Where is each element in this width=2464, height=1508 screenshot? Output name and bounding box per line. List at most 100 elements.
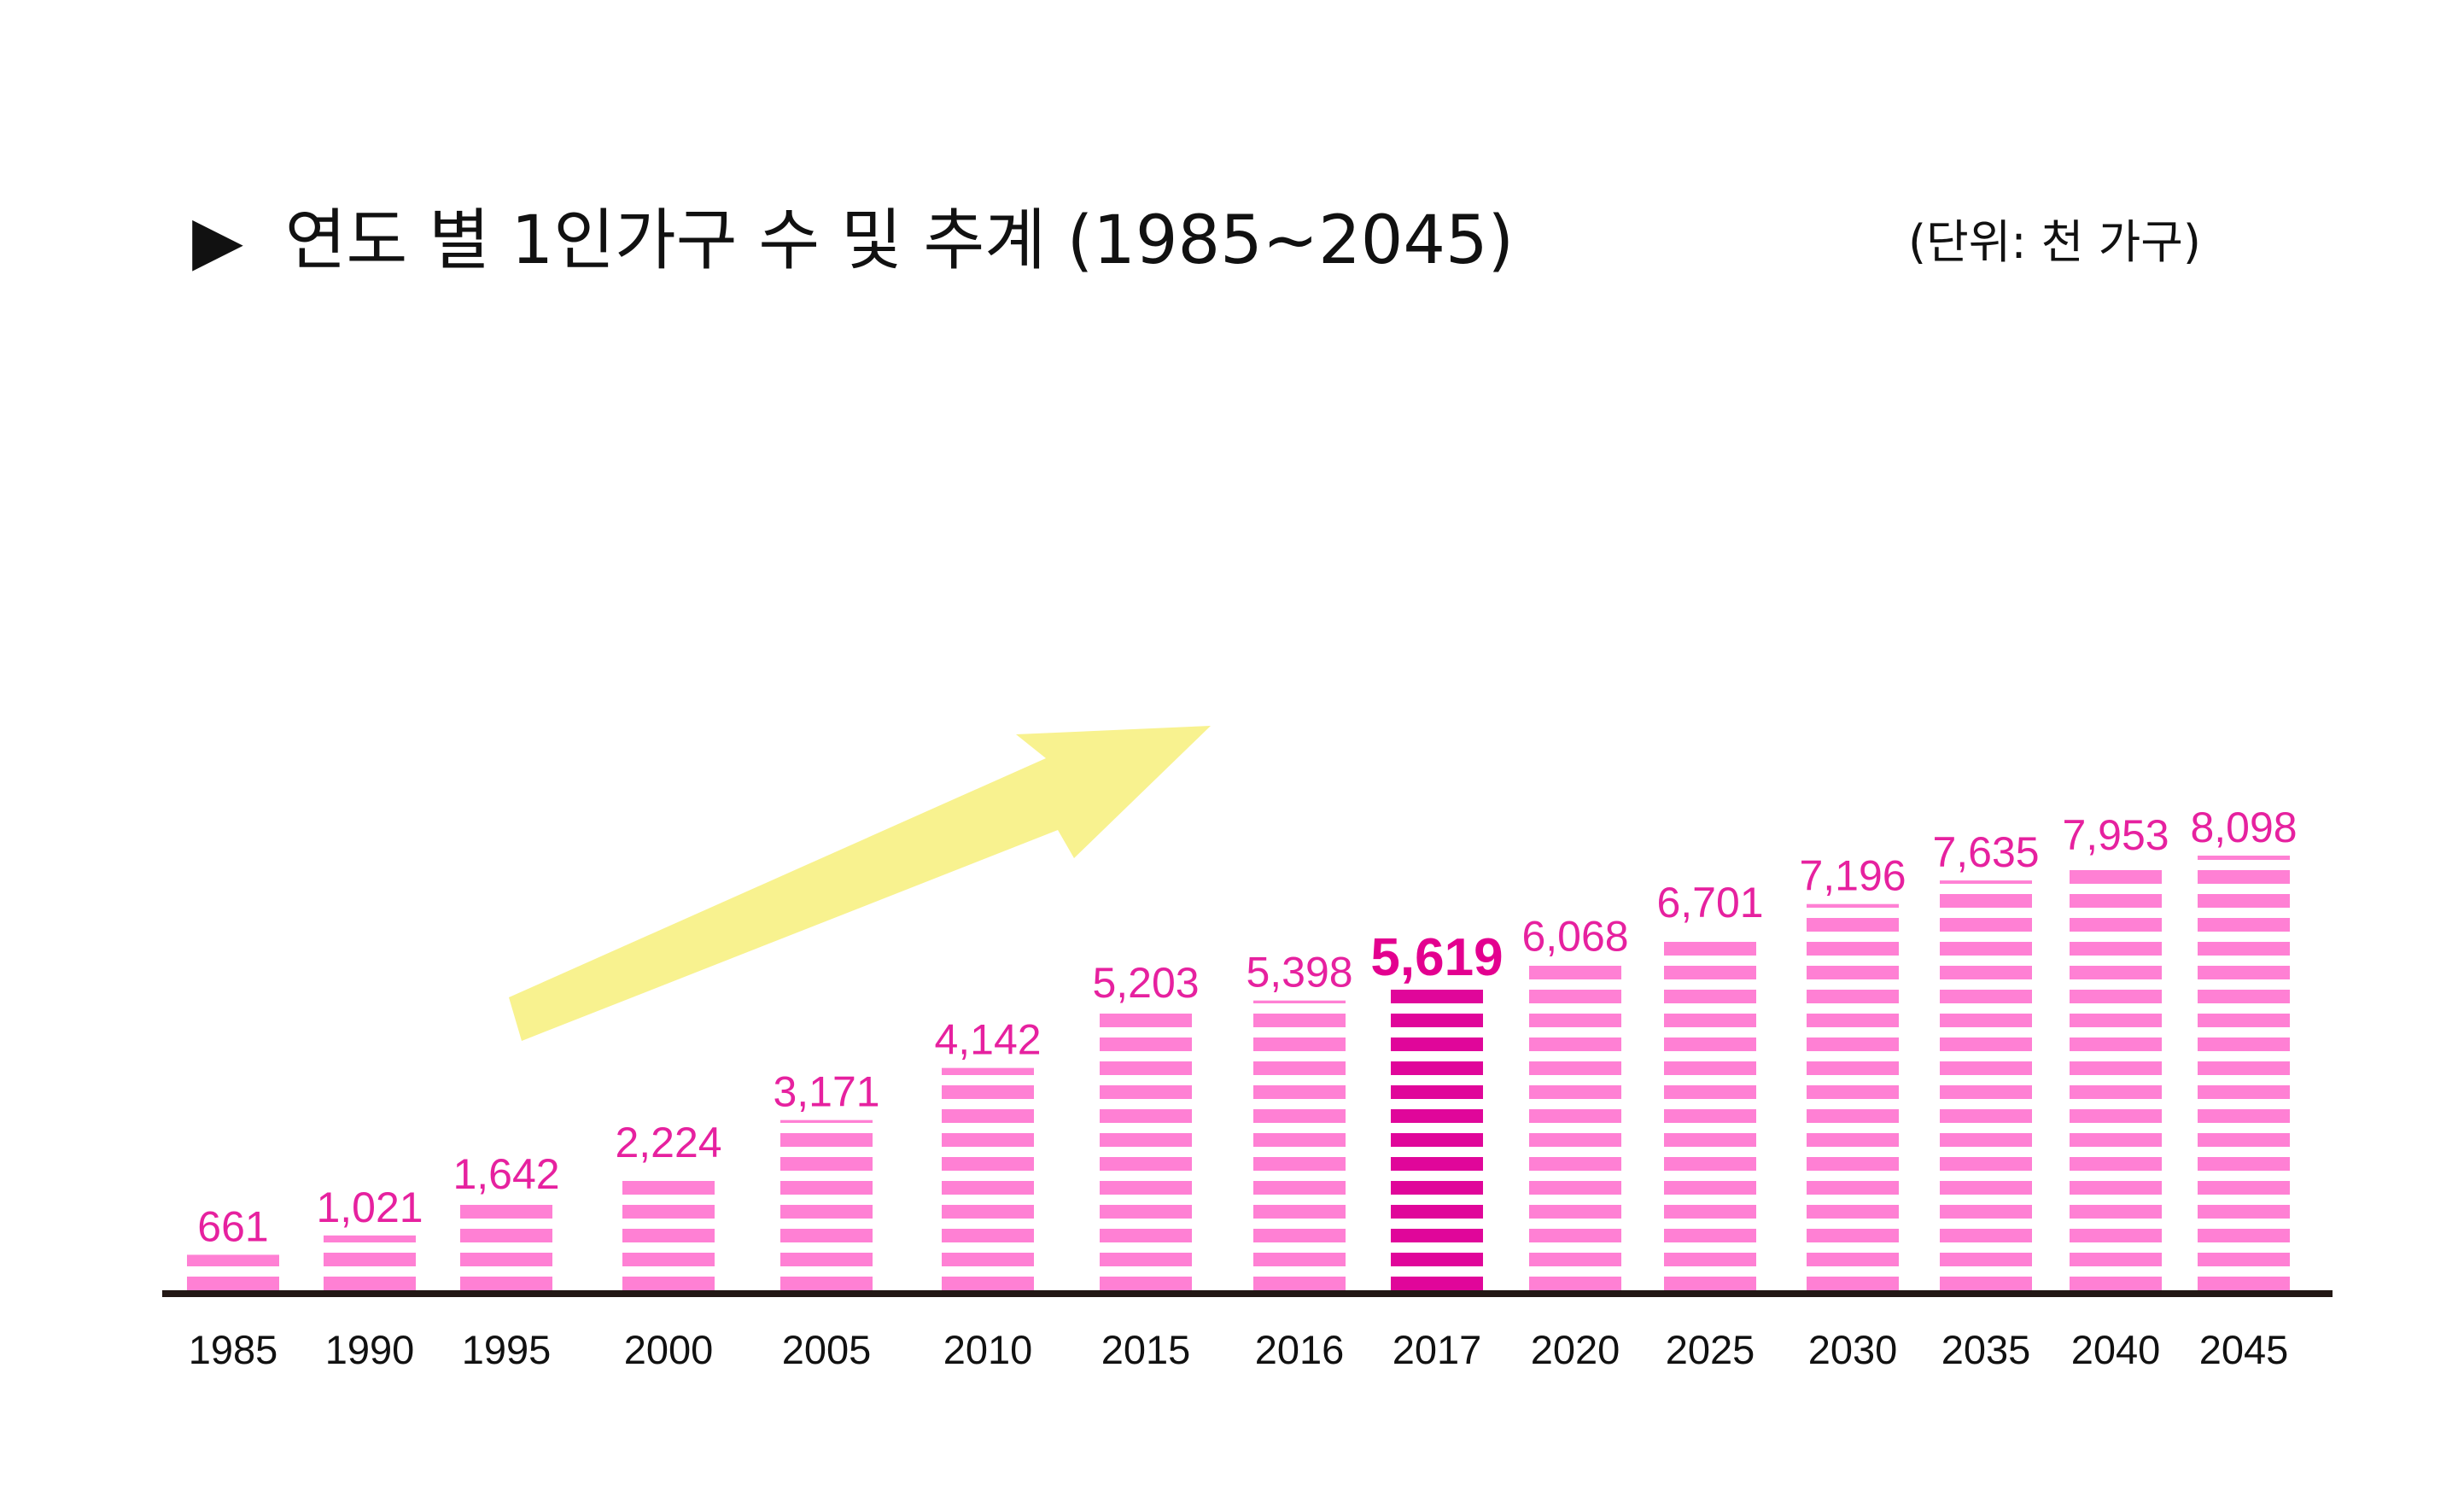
bar-2005: [780, 1119, 873, 1290]
bar-stripe: [780, 1133, 873, 1147]
bar-stripe: [1940, 880, 2032, 884]
value-label-2017: 5,619: [1370, 928, 1503, 987]
bar-stripe: [1940, 1133, 2032, 1147]
value-label-2020: 6,068: [1521, 913, 1628, 961]
bar-stripe: [2070, 1253, 2162, 1266]
bar-stripe: [1940, 918, 2032, 932]
bar-stripe: [1940, 1109, 2032, 1123]
trend-arrow-icon: [509, 726, 1211, 1041]
bar-2035: [1940, 880, 2032, 1290]
bar-stripe: [1664, 1085, 1756, 1099]
bar-stripe: [2198, 1205, 2290, 1219]
bar-stripe: [1807, 1133, 1899, 1147]
bar-stripe: [1391, 1205, 1483, 1219]
bar-stripe: [2070, 966, 2162, 979]
bar-stripe: [460, 1277, 552, 1290]
bar-stripe: [1664, 966, 1756, 979]
bar-stripe: [780, 1157, 873, 1171]
x-tick-1995: 1995: [462, 1327, 552, 1372]
bar-stripe: [942, 1229, 1034, 1242]
bar-stripe: [1940, 1277, 2032, 1290]
bar-2040: [2070, 870, 2162, 1290]
bar-2045: [2198, 856, 2290, 1290]
bar-stripe: [2070, 1014, 2162, 1027]
x-tick-1990: 1990: [325, 1327, 415, 1372]
bar-stripe: [942, 1277, 1034, 1290]
bar-stripe: [1664, 1277, 1756, 1290]
bar-stripe: [1940, 1085, 2032, 1099]
bar-stripe: [1664, 1133, 1756, 1147]
bar-stripe: [2070, 1133, 2162, 1147]
bar-stripe: [2070, 1109, 2162, 1123]
bar-stripe: [460, 1229, 552, 1242]
bar-stripe: [1940, 1037, 2032, 1051]
bar-2020: [1529, 966, 1621, 1290]
bar-stripe: [1529, 990, 1621, 1003]
bar-stripe: [780, 1205, 873, 1219]
bar-stripe: [2198, 1085, 2290, 1099]
bar-stripe: [2198, 856, 2290, 860]
bar-stripe: [780, 1181, 873, 1195]
value-label-2045: 8,098: [2190, 804, 2297, 851]
bar-stripe: [1391, 1253, 1483, 1266]
title-text: 연도 별 1인가구 수 및 추계 (1985~2045): [285, 202, 1514, 279]
bar-stripe: [2198, 870, 2290, 884]
bars: [187, 856, 2290, 1290]
bar-stripe: [1807, 1085, 1899, 1099]
bar-stripe: [1664, 1253, 1756, 1266]
bar-stripe: [1253, 1000, 1346, 1003]
bar-stripe: [1100, 1037, 1192, 1051]
bar-stripe: [1529, 1229, 1621, 1242]
bar-stripe: [1807, 903, 1899, 908]
bar-2025: [1664, 942, 1756, 1290]
bar-stripe: [1940, 894, 2032, 908]
bar-stripe: [1807, 1229, 1899, 1242]
bar-stripe: [1807, 1061, 1899, 1075]
bar-stripe: [1391, 1133, 1483, 1147]
bar-stripe: [1253, 1085, 1346, 1099]
bar-stripe: [1100, 1253, 1192, 1266]
bar-stripe: [1807, 1181, 1899, 1195]
bar-stripe: [1100, 1229, 1192, 1242]
bar-stripe: [942, 1253, 1034, 1266]
bar-stripe: [1391, 1229, 1483, 1242]
x-tick-1985: 1985: [189, 1327, 278, 1372]
bar-stripe: [1529, 1253, 1621, 1266]
bar-stripe: [1664, 1014, 1756, 1027]
bar-stripe: [1529, 1037, 1621, 1051]
bar-stripe: [2198, 966, 2290, 979]
bar-stripe: [1253, 1205, 1346, 1219]
value-label-2040: 7,953: [2062, 811, 2169, 859]
x-tick-2025: 2025: [1666, 1327, 1755, 1372]
bar-stripe: [2198, 1037, 2290, 1051]
bar-stripe: [1100, 1061, 1192, 1075]
bar-stripe: [780, 1253, 873, 1266]
bar-stripe: [1807, 1037, 1899, 1051]
bar-stripe: [1529, 1014, 1621, 1027]
bar-stripe: [2070, 1181, 2162, 1195]
value-label-2015: 5,203: [1092, 959, 1199, 1007]
bar-stripe: [1529, 1109, 1621, 1123]
bar-stripe: [324, 1277, 416, 1290]
bar-stripe: [1529, 1085, 1621, 1099]
bar-stripe: [460, 1205, 552, 1219]
bar-stripe: [2198, 1061, 2290, 1075]
x-tick-2035: 2035: [1941, 1327, 2031, 1372]
bar-stripe: [942, 1109, 1034, 1123]
bar-stripe: [1529, 1133, 1621, 1147]
bar-stripe: [1664, 1205, 1756, 1219]
bar-stripe: [1391, 1085, 1483, 1099]
bar-stripe: [1100, 1014, 1192, 1027]
x-tick-2040: 2040: [2071, 1327, 2161, 1372]
bar-stripe: [942, 1181, 1034, 1195]
bar-stripe: [622, 1277, 715, 1290]
bar-2010: [942, 1067, 1034, 1290]
bar-stripe: [1664, 1181, 1756, 1195]
bar-stripe: [1807, 1205, 1899, 1219]
value-label-1990: 1,021: [316, 1184, 423, 1231]
bar-stripe: [1253, 1037, 1346, 1051]
bar-stripe: [2198, 990, 2290, 1003]
bar-stripe: [2070, 918, 2162, 932]
bar-stripe: [2070, 1085, 2162, 1099]
